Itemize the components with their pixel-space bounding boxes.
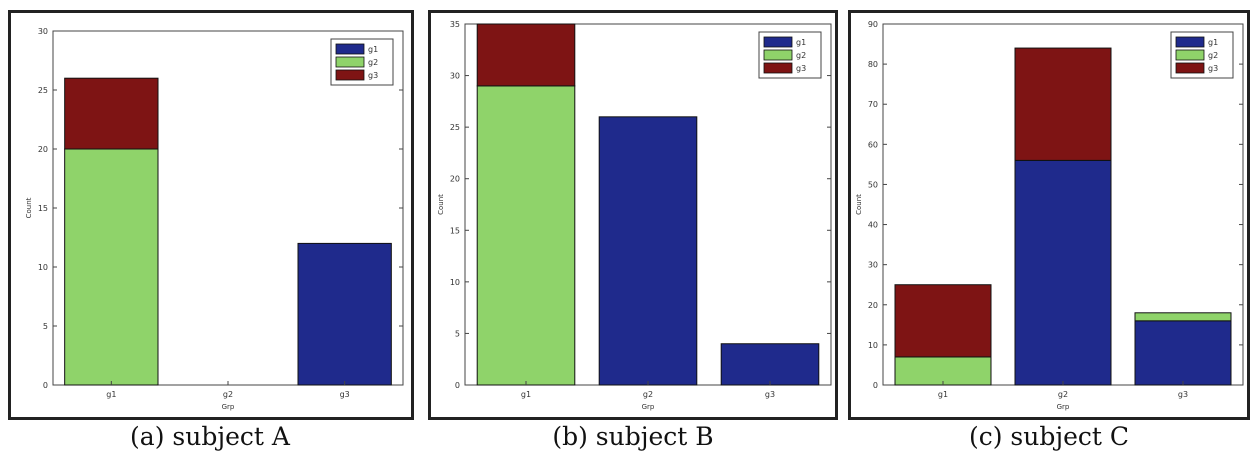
x-tick-label-a: g3 bbox=[340, 390, 350, 399]
y-axis-label-a: Count bbox=[25, 197, 33, 218]
legend-label-g1: g1 bbox=[368, 45, 378, 54]
y-tick-label-a: 10 bbox=[38, 263, 48, 272]
legend-label-g3: g3 bbox=[1208, 64, 1218, 73]
x-tick-label-a: g1 bbox=[106, 390, 116, 399]
y-tick-label-c: 70 bbox=[868, 100, 878, 109]
legend-swatch-g1 bbox=[1175, 36, 1205, 48]
x-tick-label-b: g2 bbox=[643, 390, 653, 399]
chart-panel-subject-a: 0 5 10 15 20 25 30 g1 g2 g3 Grp Count g1 g2 g3 bbox=[8, 10, 414, 420]
bar-segment-g2-g1 bbox=[1014, 159, 1112, 386]
chart-panel-subject-c: 0 10 20 30 40 50 60 70 80 90 g1 g2 g3 Grp Count g1 g2 g3 bbox=[848, 10, 1250, 420]
x-tick-label-c: g2 bbox=[1058, 390, 1068, 399]
x-tick-label-c: g1 bbox=[938, 390, 948, 399]
stacked-bar-chart-subject-b: 0 5 10 15 20 25 30 35 g1 g2 g3 Grp Count g1 g2 g3 bbox=[437, 20, 832, 411]
bar-segment-g3-g2 bbox=[1134, 312, 1232, 322]
y-tick-label-c: 0 bbox=[873, 381, 878, 390]
x-tick-label-c: g3 bbox=[1178, 390, 1188, 399]
bar-segment-g3-g1 bbox=[297, 242, 392, 386]
bar-segment-g1-g2 bbox=[476, 85, 576, 386]
y-tick-label-b: 20 bbox=[450, 175, 460, 184]
legend-label-g2: g2 bbox=[1208, 51, 1218, 60]
legend-swatch-g1 bbox=[763, 36, 793, 48]
bar-segment-g2-g3 bbox=[1014, 47, 1112, 161]
legend-label-g1: g1 bbox=[796, 38, 806, 47]
y-tick-label-b: 30 bbox=[450, 72, 460, 81]
y-tick-label-c: 60 bbox=[868, 140, 878, 149]
y-tick-label-c: 50 bbox=[868, 180, 878, 189]
legend-swatch-g2 bbox=[335, 56, 365, 68]
y-tick-label-c: 10 bbox=[868, 341, 878, 350]
y-tick-label-a: 25 bbox=[38, 86, 48, 95]
y-tick-label-c: 80 bbox=[868, 60, 878, 69]
legend-swatch-g3 bbox=[1175, 62, 1205, 74]
x-axis-label-b: Grp bbox=[642, 403, 655, 411]
bar-segment-g1-g3 bbox=[894, 284, 992, 358]
x-tick-label-b: g1 bbox=[521, 390, 531, 399]
bar-segment-g2-g1 bbox=[598, 116, 698, 386]
legend-label-g3: g3 bbox=[796, 64, 806, 73]
y-tick-label-c: 30 bbox=[868, 261, 878, 270]
y-tick-label-b: 5 bbox=[455, 329, 460, 338]
bar-segment-g1-g3 bbox=[476, 23, 576, 87]
bar-segment-g3-g1 bbox=[1134, 320, 1232, 386]
legend-swatch-g3 bbox=[335, 69, 365, 81]
caption-subject-a: (a) subject A bbox=[130, 422, 290, 451]
x-tick-label-a: g2 bbox=[223, 390, 233, 399]
y-tick-label-c: 90 bbox=[868, 20, 878, 29]
caption-subject-c: (c) subject C bbox=[968, 422, 1130, 451]
y-tick-label-a: 0 bbox=[43, 381, 48, 390]
x-axis-label-a: Grp bbox=[222, 403, 235, 411]
x-axis-label-c: Grp bbox=[1057, 403, 1070, 411]
y-tick-label-a: 20 bbox=[38, 145, 48, 154]
bar-segment-g3-g1 bbox=[720, 343, 820, 386]
x-tick-label-b: g3 bbox=[765, 390, 775, 399]
y-tick-label-b: 10 bbox=[450, 278, 460, 287]
legend-swatch-g2 bbox=[1175, 49, 1205, 61]
legend-label-g1: g1 bbox=[1208, 38, 1218, 47]
legend-swatch-g3 bbox=[763, 62, 793, 74]
legend-swatch-g1 bbox=[335, 43, 365, 55]
y-axis-label-b: Count bbox=[437, 194, 445, 215]
y-tick-label-a: 5 bbox=[43, 322, 48, 331]
y-tick-label-c: 40 bbox=[868, 221, 878, 230]
bar-segment-g1-g3 bbox=[64, 77, 159, 150]
y-tick-label-b: 35 bbox=[450, 20, 460, 29]
y-tick-label-b: 0 bbox=[455, 381, 460, 390]
stacked-bar-chart-subject-c: 0 10 20 30 40 50 60 70 80 90 g1 g2 g3 Grp Count g1 g2 g3 bbox=[855, 20, 1244, 411]
legend-swatch-g2 bbox=[763, 49, 793, 61]
bar-segment-g1-g2 bbox=[894, 356, 992, 386]
y-tick-label-b: 25 bbox=[450, 123, 460, 132]
caption-subject-b: (b) subject B bbox=[552, 422, 714, 451]
y-axis-label-c: Count bbox=[855, 194, 863, 215]
legend-label-g2: g2 bbox=[368, 58, 378, 67]
legend-label-g2: g2 bbox=[796, 51, 806, 60]
chart-panel-subject-b: 0 5 10 15 20 25 30 35 g1 g2 g3 Grp Count g1 g2 g3 bbox=[428, 10, 838, 420]
y-tick-label-c: 20 bbox=[868, 301, 878, 310]
y-tick-label-a: 15 bbox=[38, 204, 48, 213]
y-tick-label-b: 15 bbox=[450, 226, 460, 235]
stacked-bar-chart-subject-a: 0 5 10 15 20 25 30 g1 g2 g3 Grp Count g1 g2 g3 bbox=[25, 27, 404, 411]
legend-label-g3: g3 bbox=[368, 71, 378, 80]
y-tick-label-a: 30 bbox=[38, 27, 48, 36]
bar-segment-g1-g2 bbox=[64, 148, 159, 386]
